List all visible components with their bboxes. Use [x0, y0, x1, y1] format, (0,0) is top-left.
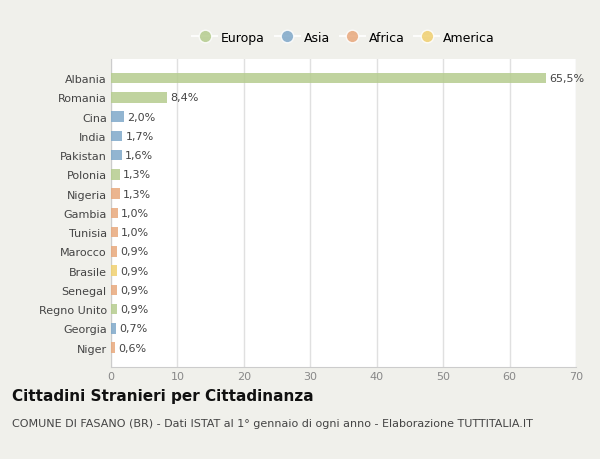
Text: 65,5%: 65,5%: [550, 74, 584, 84]
Text: 0,9%: 0,9%: [120, 247, 149, 257]
Text: 8,4%: 8,4%: [170, 93, 199, 103]
Bar: [111, 73, 546, 84]
Bar: [111, 304, 117, 315]
Text: 0,9%: 0,9%: [120, 304, 149, 314]
Text: 1,7%: 1,7%: [125, 132, 154, 141]
Text: 0,9%: 0,9%: [120, 266, 149, 276]
Text: 1,3%: 1,3%: [123, 170, 151, 180]
Text: 0,9%: 0,9%: [120, 285, 149, 295]
Text: 1,6%: 1,6%: [125, 151, 153, 161]
Bar: [111, 266, 117, 276]
Bar: [111, 131, 122, 142]
Text: 2,0%: 2,0%: [128, 112, 156, 123]
Text: COMUNE DI FASANO (BR) - Dati ISTAT al 1° gennaio di ogni anno - Elaborazione TUT: COMUNE DI FASANO (BR) - Dati ISTAT al 1°…: [12, 418, 533, 428]
Bar: [111, 324, 116, 334]
Text: 0,6%: 0,6%: [118, 343, 146, 353]
Text: 1,3%: 1,3%: [123, 189, 151, 199]
Bar: [111, 343, 115, 353]
Text: Cittadini Stranieri per Cittadinanza: Cittadini Stranieri per Cittadinanza: [12, 388, 314, 403]
Text: 1,0%: 1,0%: [121, 208, 149, 218]
Bar: [111, 285, 117, 296]
Bar: [111, 227, 118, 238]
Bar: [111, 246, 117, 257]
Bar: [111, 112, 124, 123]
Bar: [111, 151, 122, 161]
Bar: [111, 93, 167, 103]
Bar: [111, 189, 119, 200]
Text: 0,7%: 0,7%: [119, 324, 147, 334]
Legend: Europa, Asia, Africa, America: Europa, Asia, Africa, America: [190, 29, 497, 47]
Bar: [111, 170, 119, 180]
Bar: [111, 208, 118, 219]
Text: 1,0%: 1,0%: [121, 228, 149, 238]
